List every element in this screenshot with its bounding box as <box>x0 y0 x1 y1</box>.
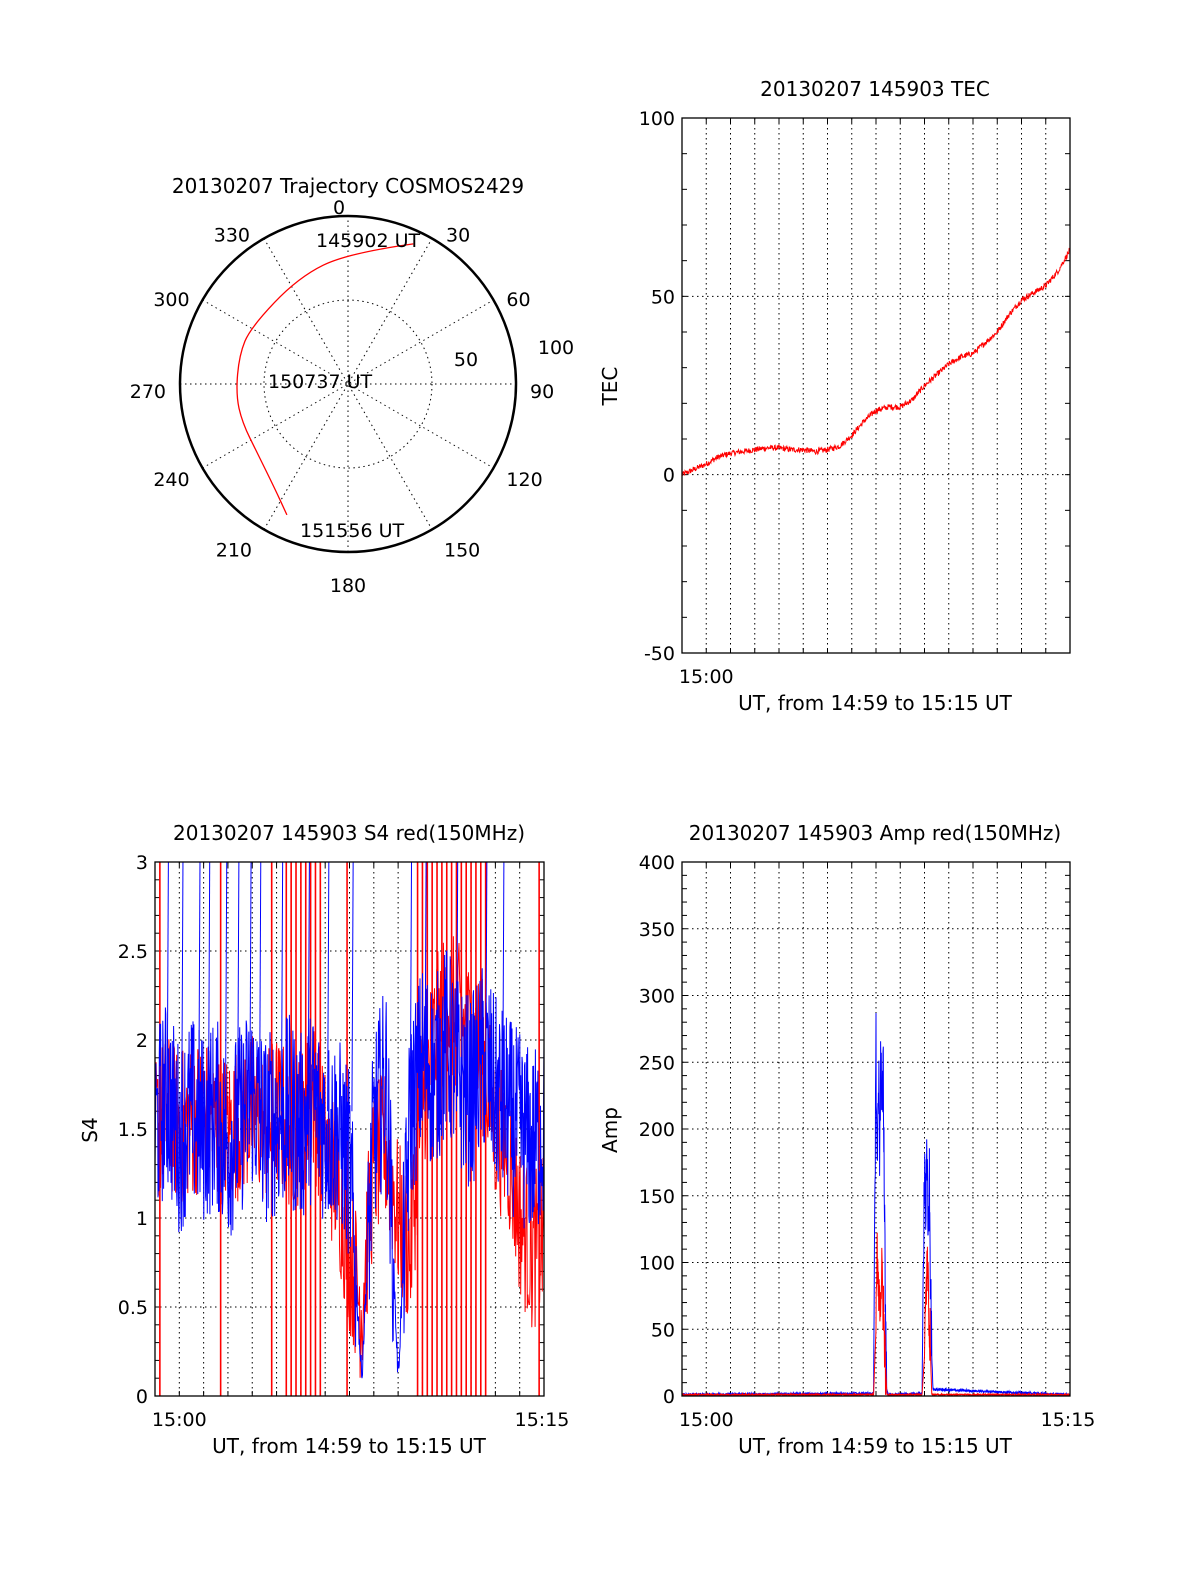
s4-blue-spike <box>237 862 240 1112</box>
amp-title: 20130207 145903 Amp red(150MHz) <box>689 821 1061 845</box>
y-tick-label: 2.5 <box>118 941 148 963</box>
x-tick-label: 15:00 <box>679 666 734 688</box>
radial-tick-label: 100 <box>538 337 574 359</box>
amp-xlabel: UT, from 14:59 to 15:15 UT <box>738 1434 1013 1458</box>
y-tick-label: 0 <box>663 1386 675 1408</box>
s4-blue-spike <box>280 862 284 1112</box>
y-tick-label: -50 <box>644 643 675 665</box>
y-tick-label: 50 <box>651 1319 675 1341</box>
trajectory-start-label: 145902 UT <box>316 230 420 252</box>
y-tick-label: 100 <box>639 108 675 130</box>
plot-frame <box>681 861 1071 1397</box>
x-tick-label: 15:00 <box>679 1409 734 1431</box>
azimuth-label: 240 <box>153 469 189 491</box>
s4-blue-spike <box>351 862 354 1112</box>
azimuth-label: 180 <box>330 575 366 597</box>
plot-area <box>682 247 1070 476</box>
polar-spoke <box>263 238 433 530</box>
y-tick-label: 400 <box>639 852 675 874</box>
s4-blue-series-line <box>155 949 544 1379</box>
s4-blue-spike <box>225 862 228 1112</box>
trajectory-title: 20130207 Trajectory COSMOS2429 <box>172 174 524 198</box>
y-tick-label: 300 <box>639 986 675 1008</box>
s4-blue-spike <box>181 862 184 1112</box>
s4-xlabel: UT, from 14:59 to 15:15 UT <box>212 1434 487 1458</box>
s4-blue-spike <box>455 862 459 1112</box>
s4-blue-spike <box>307 862 310 1112</box>
trajectory-panel: 20130207 Trajectory COSMOS2429 0 30 60 90 12… <box>130 174 574 597</box>
plot-frame <box>154 861 545 1397</box>
amp-red-series-line <box>682 1232 1070 1396</box>
azimuth-label: 30 <box>446 225 470 247</box>
tec-ylabel: TEC <box>598 367 622 407</box>
x-tick-label: 15:00 <box>152 1409 207 1431</box>
azimuth-label: 120 <box>506 469 542 491</box>
azimuth-label: 150 <box>444 539 480 561</box>
polar-spoke <box>263 238 433 530</box>
y-tick-label: 50 <box>651 286 675 308</box>
y-tick-label: 2 <box>136 1030 148 1052</box>
plot-area <box>682 1012 1070 1396</box>
s4-blue-spike <box>166 862 169 1112</box>
azimuth-label: 300 <box>153 289 189 311</box>
plot-area <box>155 862 544 1396</box>
s4-blue-spike <box>198 862 201 1112</box>
amp-panel: 20130207 145903 Amp red(150MHz) 400 350 30… <box>598 821 1095 1458</box>
x-tick-label: 15:15 <box>515 1409 570 1431</box>
y-tick-label: 150 <box>639 1186 675 1208</box>
s4-ylabel: S4 <box>78 1117 102 1142</box>
s4-blue-spike <box>485 862 488 1112</box>
s4-plot: 3 2.5 2 1.5 1 0.5 015:00 15:15 <box>118 852 570 1431</box>
plot-frame <box>681 117 1071 654</box>
polar-inner-ring <box>263 299 433 469</box>
trajectory-mid-label: 150737 UT <box>268 371 372 393</box>
s4-blue-spike <box>502 862 505 1112</box>
y-tick-label: 350 <box>639 919 675 941</box>
y-tick-label: 0 <box>663 465 675 487</box>
s4-title: 20130207 145903 S4 red(150MHz) <box>173 821 525 845</box>
tec-xlabel: UT, from 14:59 to 15:15 UT <box>738 691 1013 715</box>
polar-plot: 0 30 60 90 120 150 180 210 240 270 300 330 50 100 1459… <box>130 197 574 597</box>
y-tick-label: 1 <box>136 1208 148 1230</box>
tec-title: 20130207 145903 TEC <box>760 77 990 101</box>
azimuth-label: 210 <box>216 539 252 561</box>
s4-blue-spike <box>327 862 330 1112</box>
s4-blue-spike <box>207 862 211 1112</box>
radial-tick-label: 50 <box>454 349 478 371</box>
azimuth-label: 270 <box>130 381 166 403</box>
y-tick-label: 0 <box>136 1386 148 1408</box>
azimuth-label: 90 <box>530 381 554 403</box>
tec-series-line <box>682 247 1070 476</box>
s4-blue-spike <box>259 862 262 1112</box>
y-tick-label: 3 <box>136 852 148 874</box>
amp-ylabel: Amp <box>598 1107 622 1153</box>
trajectory-end-label: 151556 UT <box>300 520 404 542</box>
amp-plot: 400 350 300 250 200 150 100 50 015:00 15:15 <box>639 852 1096 1431</box>
azimuth-label: 60 <box>506 289 530 311</box>
s4-blue-spike <box>424 862 427 1112</box>
x-tick-label: 15:15 <box>1041 1409 1096 1431</box>
azimuth-label: 330 <box>214 225 250 247</box>
y-tick-label: 250 <box>639 1052 675 1074</box>
trajectory-line <box>236 243 414 516</box>
polar-spoke <box>202 299 494 469</box>
y-tick-label: 0.5 <box>118 1297 148 1319</box>
azimuth-label: 0 <box>333 197 345 219</box>
y-tick-label: 100 <box>639 1253 675 1275</box>
y-tick-label: 200 <box>639 1119 675 1141</box>
y-tick-label: 1.5 <box>118 1119 148 1141</box>
s4-blue-spike <box>249 862 252 1112</box>
s4-panel: 20130207 145903 S4 red(150MHz) 3 2.5 2 1.5 1… <box>78 821 569 1458</box>
s4-blue-spike <box>409 862 412 1112</box>
